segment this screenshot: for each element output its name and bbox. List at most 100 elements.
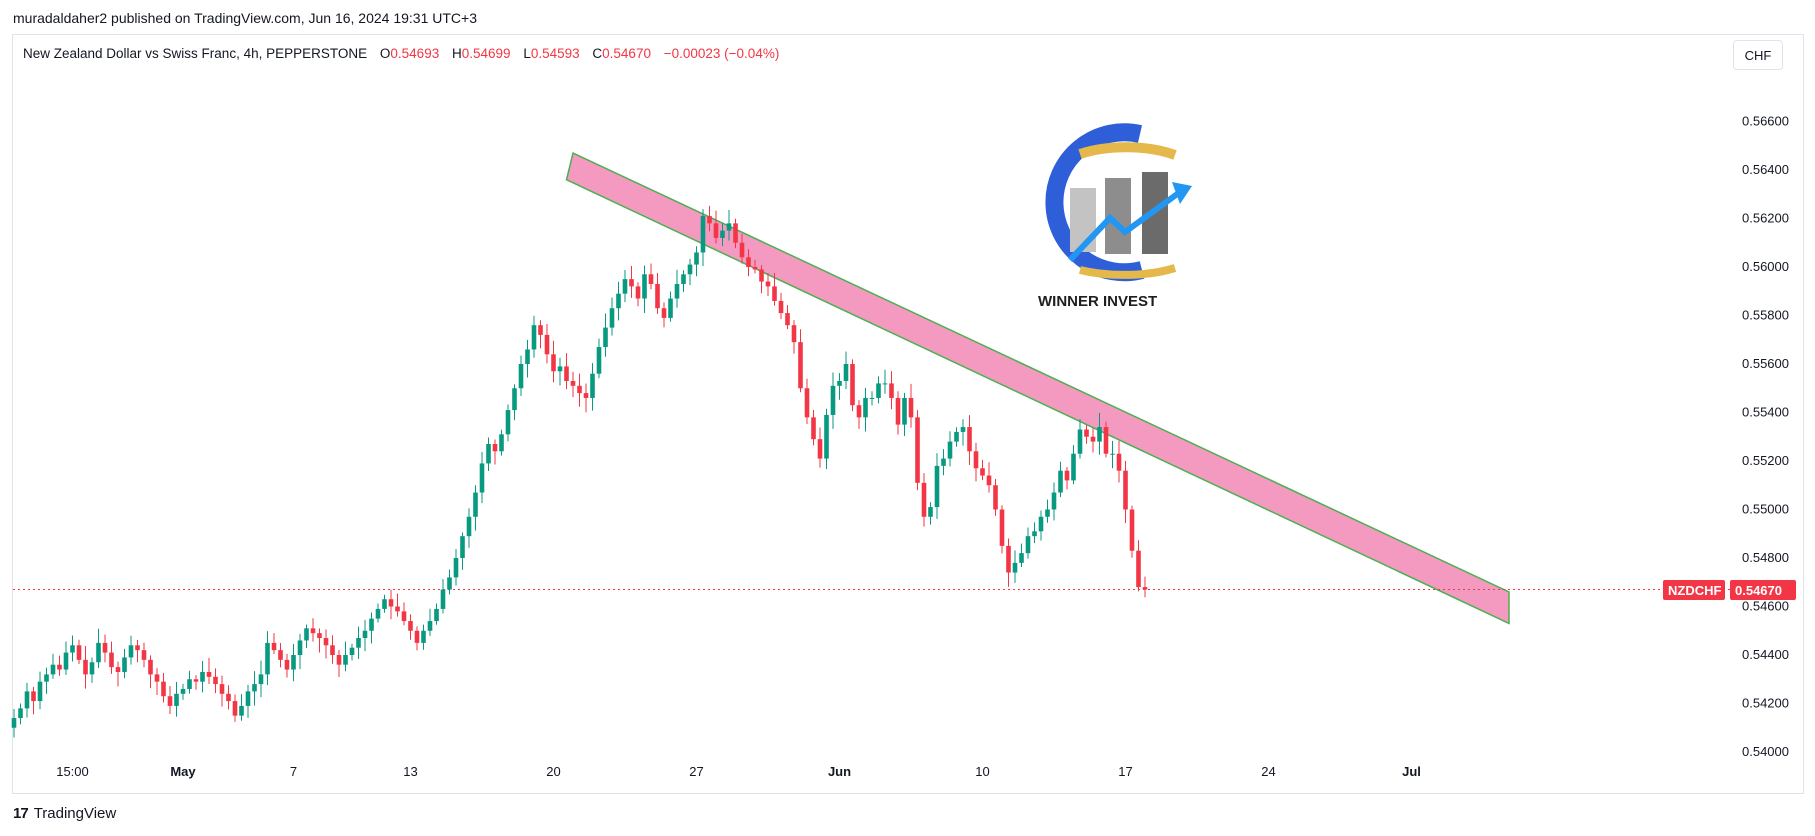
candle xyxy=(1064,467,1070,490)
candle-body xyxy=(174,693,179,706)
y-tick-label: 0.56200 xyxy=(1742,211,1789,226)
candle xyxy=(1058,461,1063,498)
candle-body xyxy=(804,388,810,418)
candle-body xyxy=(1103,427,1109,454)
candle-body xyxy=(661,308,667,318)
y-tick-label: 0.55800 xyxy=(1742,308,1789,323)
candle xyxy=(967,415,972,466)
candle-body xyxy=(401,611,407,622)
candle-body xyxy=(583,393,589,398)
candle-body xyxy=(1025,536,1031,554)
candle xyxy=(1129,505,1135,558)
candle xyxy=(336,649,342,677)
y-tick-label: 0.54600 xyxy=(1742,599,1789,614)
candle xyxy=(466,508,472,548)
candle xyxy=(941,449,946,476)
candle xyxy=(271,633,277,655)
candle-body xyxy=(856,405,862,418)
candle xyxy=(1142,576,1148,598)
channel-band[interactable] xyxy=(565,151,1510,625)
candle xyxy=(18,703,23,725)
candle-body xyxy=(427,621,433,631)
candle-body xyxy=(531,325,537,350)
candle xyxy=(323,629,329,659)
candle-body xyxy=(707,216,712,224)
candle xyxy=(135,639,140,663)
candle-body xyxy=(590,373,595,398)
candle-body xyxy=(239,705,244,716)
last-price-tag: 0.54670 xyxy=(1730,580,1796,600)
legend-change: −0.00023 (−0.04%) xyxy=(663,46,780,61)
candle xyxy=(681,270,686,292)
candle xyxy=(89,657,95,683)
candle xyxy=(148,655,153,689)
y-tick-label: 0.55200 xyxy=(1742,453,1789,468)
candles xyxy=(11,205,1148,738)
legend-high-value: 0.54699 xyxy=(461,46,511,61)
candle-body xyxy=(284,659,290,670)
candle xyxy=(577,373,582,407)
candle xyxy=(414,626,420,651)
candle xyxy=(596,338,602,379)
candle-body xyxy=(258,674,264,685)
candle-body xyxy=(206,671,212,677)
candle xyxy=(843,351,849,390)
candle xyxy=(687,258,693,286)
candle xyxy=(232,694,238,722)
candle-body xyxy=(161,681,166,697)
candle xyxy=(1090,428,1096,453)
candle xyxy=(915,410,920,491)
x-tick-label: 20 xyxy=(546,764,560,779)
candle xyxy=(239,694,244,721)
candle xyxy=(785,305,790,330)
candle xyxy=(499,429,504,456)
candle-body xyxy=(739,242,745,258)
candle xyxy=(486,437,491,471)
candle xyxy=(434,603,439,625)
candle xyxy=(772,272,777,306)
candle-body xyxy=(999,509,1005,546)
currency-button[interactable]: CHF xyxy=(1733,40,1783,70)
candle-body xyxy=(505,410,511,435)
candle xyxy=(57,655,62,676)
candle xyxy=(733,218,738,249)
candle-body xyxy=(772,286,777,301)
candle-body xyxy=(564,366,569,381)
y-tick-label: 0.56600 xyxy=(1742,114,1789,129)
candle-body xyxy=(1071,453,1076,481)
candle-body xyxy=(89,662,95,675)
candle xyxy=(11,709,17,738)
chart-frame[interactable] xyxy=(12,34,1804,794)
candle-body xyxy=(1077,429,1083,454)
candle xyxy=(187,670,192,694)
candle-body xyxy=(830,385,836,415)
candle xyxy=(518,355,524,397)
candle xyxy=(908,383,914,428)
x-tick-label: 27 xyxy=(689,764,703,779)
candle-body xyxy=(791,325,797,343)
candle xyxy=(421,624,426,650)
candle xyxy=(557,357,563,386)
x-tick-label: 10 xyxy=(975,764,989,779)
candle xyxy=(317,628,322,653)
candle xyxy=(739,233,745,264)
candle-body xyxy=(778,300,784,314)
candle-body xyxy=(414,630,420,643)
candle xyxy=(980,459,985,481)
candle-body xyxy=(577,385,582,394)
y-tick-label: 0.55000 xyxy=(1742,502,1789,517)
candle xyxy=(1084,424,1089,444)
candle xyxy=(616,281,621,321)
candle-body xyxy=(869,397,875,399)
candle-body xyxy=(499,434,504,452)
candle xyxy=(934,453,940,519)
candle-body xyxy=(947,441,953,459)
candle xyxy=(1006,538,1011,587)
candle-body xyxy=(544,334,550,355)
candle-body xyxy=(817,439,823,459)
footer[interactable]: 17 TradingView xyxy=(13,805,116,822)
candle-body xyxy=(915,417,920,483)
candle xyxy=(349,643,355,661)
candle xyxy=(122,648,127,679)
